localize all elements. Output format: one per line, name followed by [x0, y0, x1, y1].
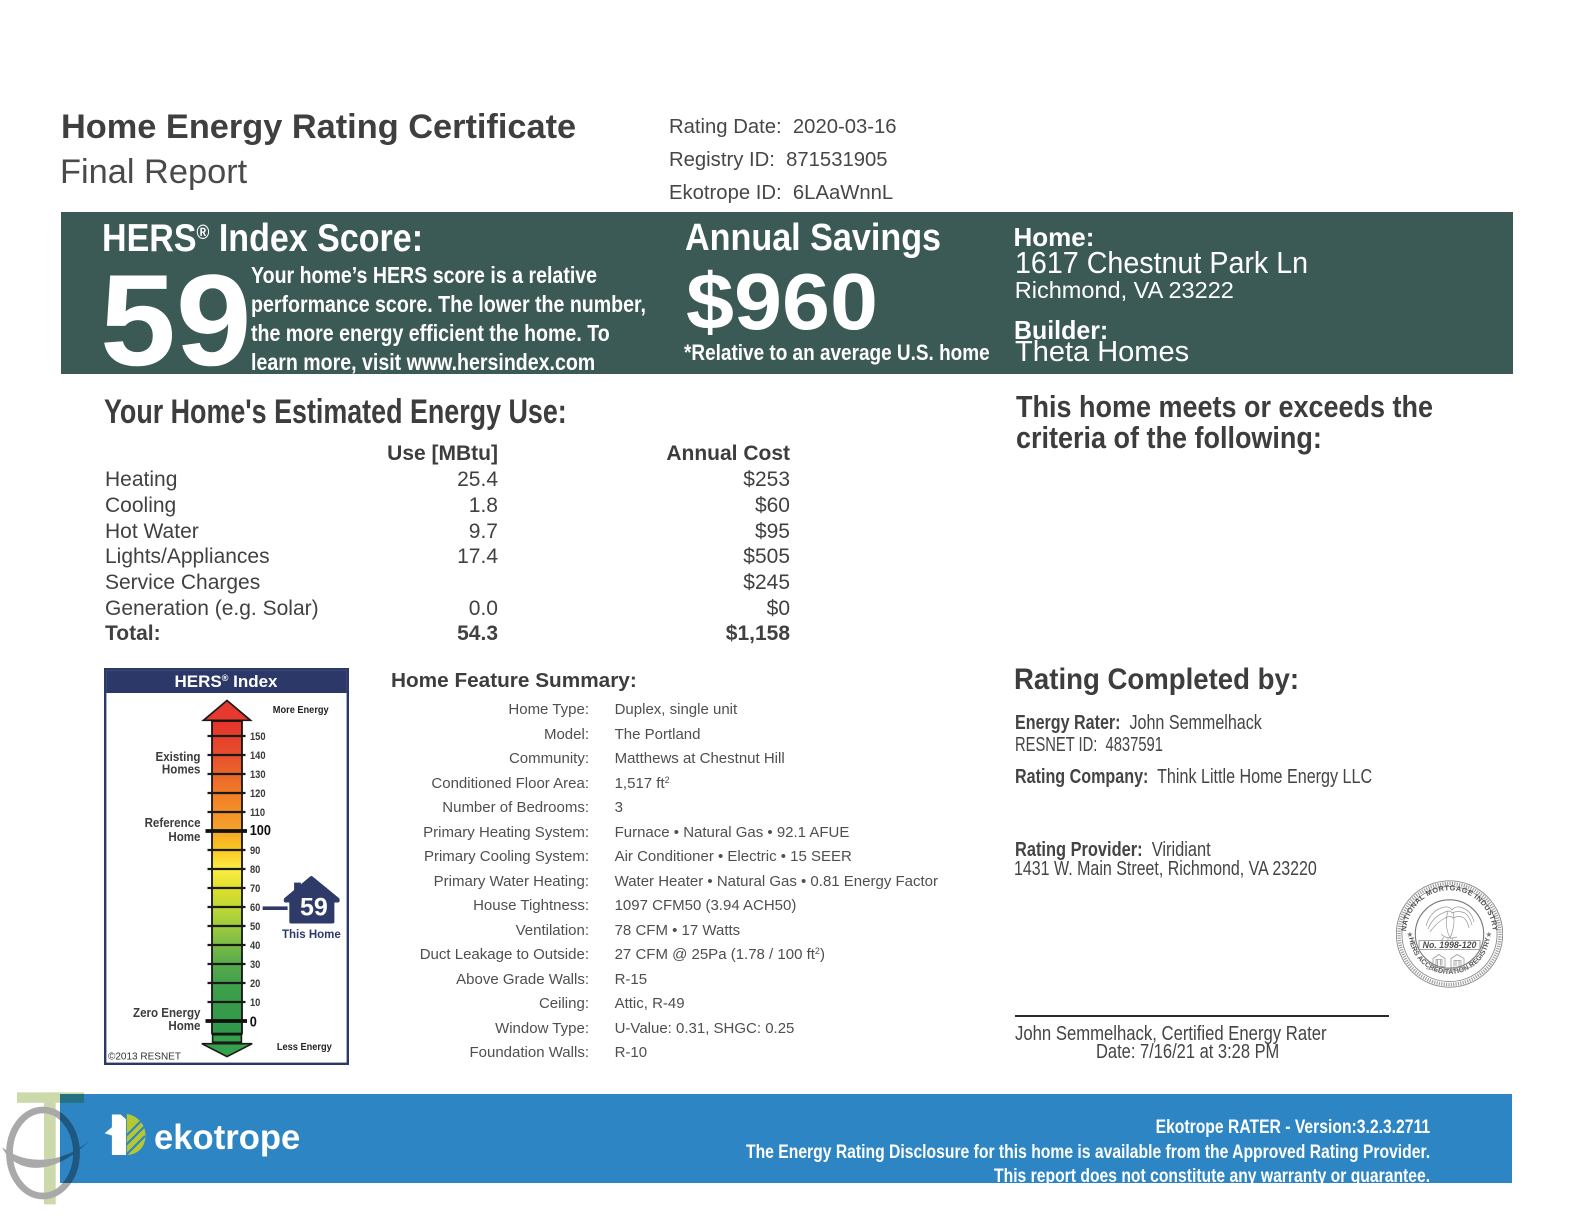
svg-text:120: 120	[250, 789, 266, 801]
svg-text:60: 60	[250, 903, 261, 915]
svg-text:More Energy: More Energy	[273, 705, 329, 717]
svg-text:Zero Energy: Zero Energy	[133, 1005, 201, 1020]
svg-text:Reference: Reference	[145, 815, 201, 830]
svg-text:110: 110	[250, 808, 265, 820]
svg-text:150: 150	[250, 732, 266, 744]
svg-text:★: ★	[1407, 930, 1414, 939]
svg-text:70: 70	[250, 884, 261, 896]
svg-text:0: 0	[250, 1012, 257, 1029]
svg-text:20: 20	[250, 979, 261, 991]
svg-text:Less Energy: Less Energy	[277, 1041, 332, 1053]
svg-text:40: 40	[250, 941, 261, 953]
svg-text:30: 30	[250, 960, 261, 972]
svg-text:80: 80	[250, 865, 261, 877]
svg-text:Homes: Homes	[162, 762, 201, 777]
svg-text:10: 10	[250, 998, 261, 1010]
svg-text:This Home: This Home	[282, 929, 341, 941]
svg-text:HERS® Index: HERS® Index	[175, 672, 279, 691]
svg-text:100: 100	[250, 821, 271, 838]
svg-text:50: 50	[250, 922, 261, 934]
svg-text:140: 140	[250, 751, 266, 763]
svg-text:©2013 RESNET: ©2013 RESNET	[108, 1052, 181, 1063]
svg-text:59: 59	[300, 894, 328, 922]
svg-text:Home: Home	[168, 1018, 200, 1033]
svg-text:130: 130	[250, 770, 266, 782]
svg-text:★: ★	[1486, 930, 1493, 939]
svg-text:No. 1998-120: No. 1998-120	[1423, 939, 1477, 949]
svg-text:Home: Home	[168, 829, 200, 844]
svg-text:90: 90	[250, 846, 261, 858]
svg-text:Existing: Existing	[156, 749, 201, 764]
